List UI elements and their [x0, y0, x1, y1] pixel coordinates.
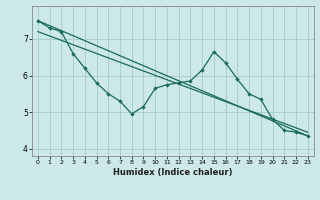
X-axis label: Humidex (Indice chaleur): Humidex (Indice chaleur)	[113, 168, 233, 177]
